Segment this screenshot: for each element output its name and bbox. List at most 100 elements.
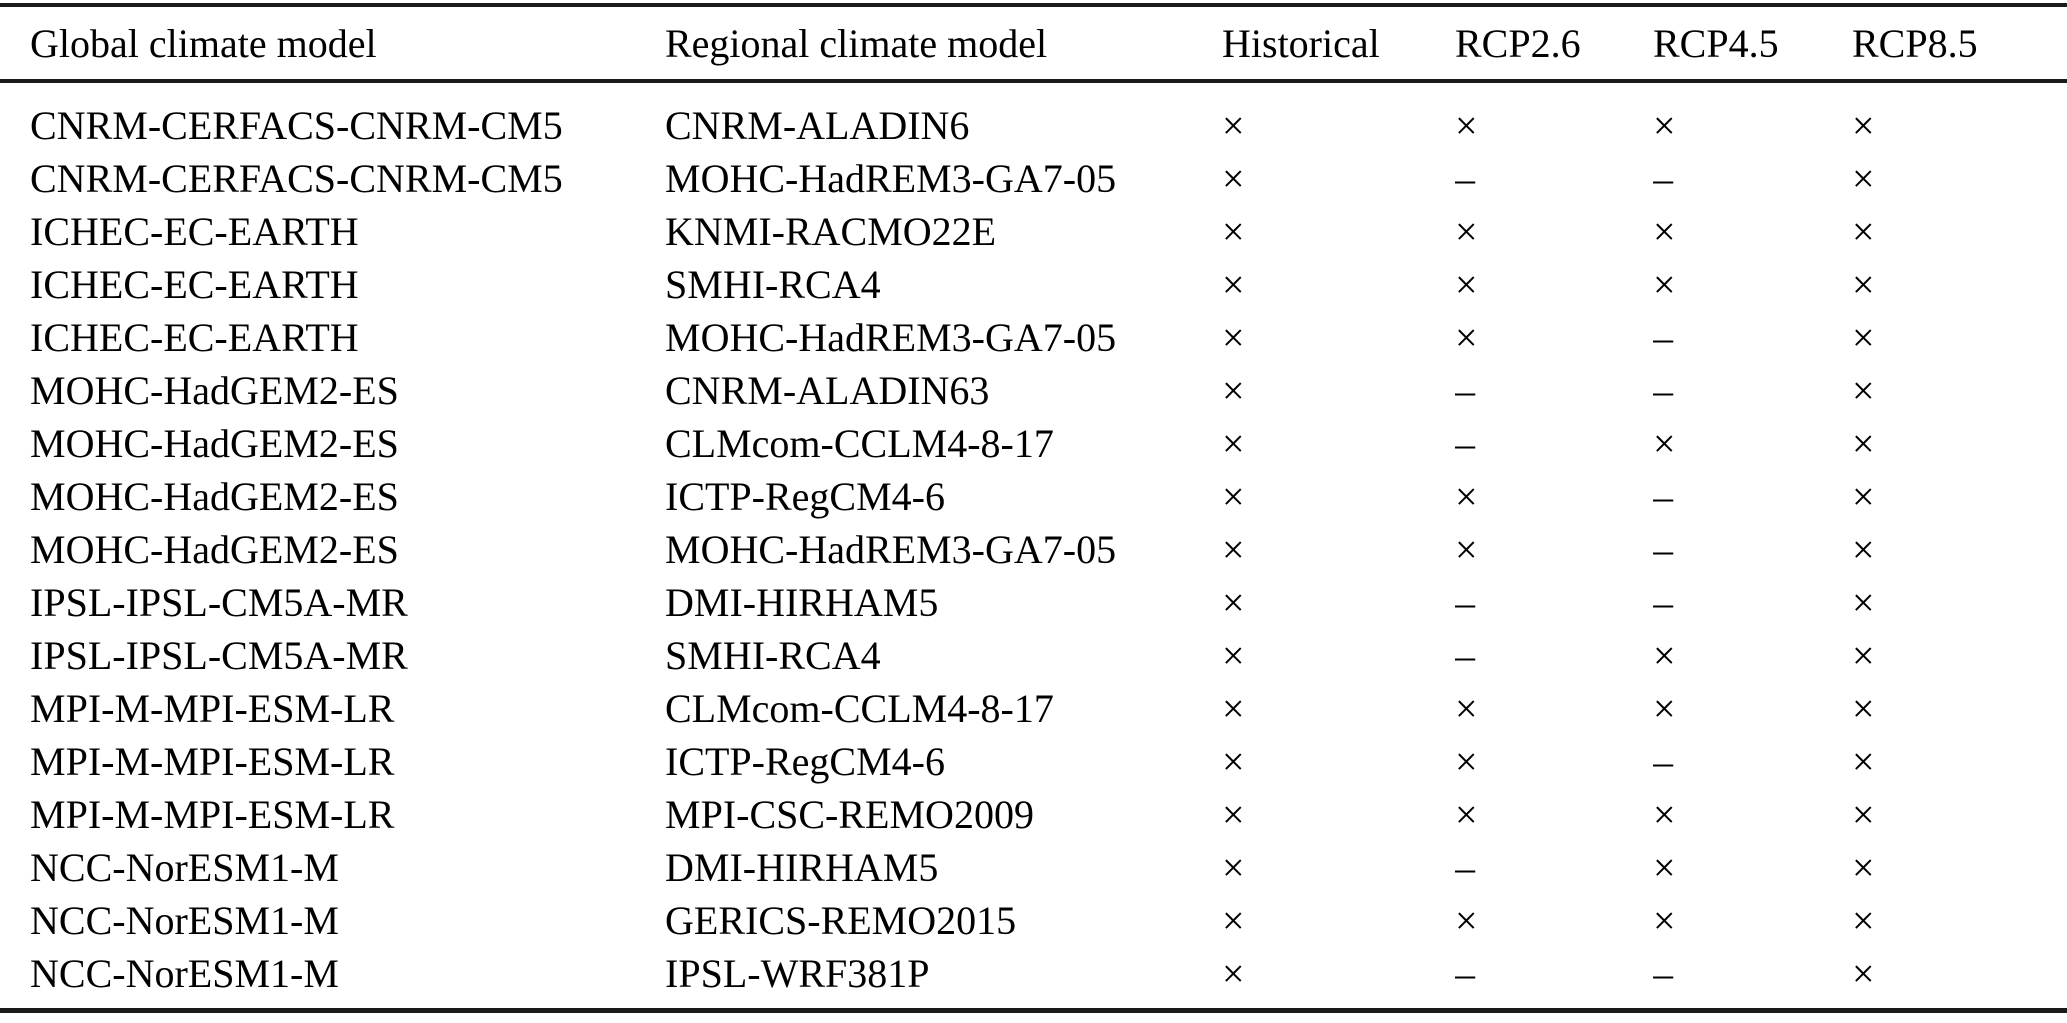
rcp45-mark-cell: –: [1653, 315, 1673, 360]
gcm-cell: IPSL-IPSL-CM5A-MR: [30, 633, 408, 678]
historical-mark-cell: ×: [1222, 156, 1245, 201]
rcm-cell: CLMcom-CCLM4-8-17: [665, 686, 1054, 731]
rcp26-mark-cell: –: [1455, 421, 1475, 466]
rcm-cell: KNMI-RACMO22E: [665, 209, 997, 254]
rcm-cell: MOHC-HadREM3-GA7-05: [665, 527, 1117, 572]
gcm-cell: MOHC-HadGEM2-ES: [30, 474, 399, 519]
historical-mark-cell: ×: [1222, 580, 1245, 625]
rcp85-mark-cell: ×: [1852, 951, 1875, 996]
rcm-cell: MOHC-HadREM3-GA7-05: [665, 315, 1117, 360]
rcp26-mark-cell: –: [1455, 633, 1475, 678]
rcm-cell: ICTP-RegCM4-6: [665, 474, 945, 519]
table-top-rule: [0, 3, 2067, 7]
rcp85-mark-cell: ×: [1852, 792, 1875, 837]
historical-mark-cell: ×: [1222, 633, 1245, 678]
rcp85-mark-cell: ×: [1852, 421, 1875, 466]
table-bottom-rule: [0, 1008, 2067, 1013]
rcp45-mark-cell: ×: [1653, 898, 1676, 943]
rcp26-mark-cell: ×: [1455, 262, 1478, 307]
historical-mark-cell: ×: [1222, 739, 1245, 784]
rcp85-mark-cell: ×: [1852, 580, 1875, 625]
rcm-cell: GERICS-REMO2015: [665, 898, 1017, 943]
rcp85-mark-cell: ×: [1852, 845, 1875, 890]
gcm-cell: IPSL-IPSL-CM5A-MR: [30, 580, 408, 625]
rcp85-mark-cell: ×: [1852, 474, 1875, 519]
rcp85-mark-cell: ×: [1852, 209, 1875, 254]
table-row: MPI-M-MPI-ESM-LR CLMcom-CCLM4-8-17 × × ×…: [0, 682, 2067, 735]
table-row: MOHC-HadGEM2-ES CLMcom-CCLM4-8-17 × – × …: [0, 417, 2067, 470]
historical-mark-cell: ×: [1222, 421, 1245, 466]
rcp45-mark-cell: –: [1653, 580, 1673, 625]
column-header-rcp85: RCP8.5: [1852, 20, 1978, 66]
rcm-cell: MPI-CSC-REMO2009: [665, 792, 1034, 837]
table-row: MOHC-HadGEM2-ES CNRM-ALADIN63 × – – ×: [0, 364, 2067, 417]
column-header-historical: Historical: [1222, 20, 1380, 66]
table-row: IPSL-IPSL-CM5A-MR DMI-HIRHAM5 × – – ×: [0, 576, 2067, 629]
rcp45-mark-cell: ×: [1653, 792, 1676, 837]
gcm-cell: CNRM-CERFACS-CNRM-CM5: [30, 156, 563, 201]
historical-mark-cell: ×: [1222, 103, 1245, 148]
column-header-regional-climate-model: Regional climate model: [665, 20, 1048, 66]
rcm-cell: SMHI-RCA4: [665, 262, 881, 307]
rcp85-mark-cell: ×: [1852, 156, 1875, 201]
table-row: MPI-M-MPI-ESM-LR MPI-CSC-REMO2009 × × × …: [0, 788, 2067, 841]
rcp45-mark-cell: –: [1653, 951, 1673, 996]
gcm-cell: ICHEC-EC-EARTH: [30, 262, 359, 307]
rcm-cell: DMI-HIRHAM5: [665, 845, 939, 890]
historical-mark-cell: ×: [1222, 951, 1245, 996]
rcp45-mark-cell: –: [1653, 156, 1673, 201]
rcp26-mark-cell: –: [1455, 580, 1475, 625]
table-row: MPI-M-MPI-ESM-LR ICTP-RegCM4-6 × × – ×: [0, 735, 2067, 788]
gcm-cell: CNRM-CERFACS-CNRM-CM5: [30, 103, 563, 148]
historical-mark-cell: ×: [1222, 527, 1245, 572]
historical-mark-cell: ×: [1222, 315, 1245, 360]
rcp45-mark-cell: –: [1653, 527, 1673, 572]
rcp26-mark-cell: ×: [1455, 103, 1478, 148]
column-header-global-climate-model: Global climate model: [30, 20, 377, 66]
historical-mark-cell: ×: [1222, 845, 1245, 890]
gcm-cell: ICHEC-EC-EARTH: [30, 209, 359, 254]
column-header-rcp45: RCP4.5: [1653, 20, 1779, 66]
gcm-cell: ICHEC-EC-EARTH: [30, 315, 359, 360]
table-row: MOHC-HadGEM2-ES MOHC-HadREM3-GA7-05 × × …: [0, 523, 2067, 576]
historical-mark-cell: ×: [1222, 209, 1245, 254]
rcp85-mark-cell: ×: [1852, 103, 1875, 148]
rcp45-mark-cell: –: [1653, 368, 1673, 413]
rcp26-mark-cell: ×: [1455, 315, 1478, 360]
rcp85-mark-cell: ×: [1852, 633, 1875, 678]
rcp45-mark-cell: ×: [1653, 686, 1676, 731]
column-header-rcp26: RCP2.6: [1455, 20, 1581, 66]
rcp45-mark-cell: –: [1653, 739, 1673, 784]
table-row: ICHEC-EC-EARTH SMHI-RCA4 × × × ×: [0, 258, 2067, 311]
table-row: CNRM-CERFACS-CNRM-CM5 CNRM-ALADIN6 × × ×…: [0, 99, 2067, 152]
rcm-cell: CNRM-ALADIN6: [665, 103, 970, 148]
gcm-cell: NCC-NorESM1-M: [30, 898, 339, 943]
rcp85-mark-cell: ×: [1852, 686, 1875, 731]
gcm-cell: MOHC-HadGEM2-ES: [30, 527, 399, 572]
table-body: CNRM-CERFACS-CNRM-CM5 CNRM-ALADIN6 × × ×…: [0, 83, 2067, 1000]
table-row: NCC-NorESM1-M GERICS-REMO2015 × × × ×: [0, 894, 2067, 947]
historical-mark-cell: ×: [1222, 474, 1245, 519]
gcm-cell: MPI-M-MPI-ESM-LR: [30, 792, 395, 837]
rcm-cell: SMHI-RCA4: [665, 633, 881, 678]
gcm-cell: MOHC-HadGEM2-ES: [30, 368, 399, 413]
table-row: NCC-NorESM1-M IPSL-WRF381P × – – ×: [0, 947, 2067, 1000]
gcm-cell: NCC-NorESM1-M: [30, 951, 339, 996]
rcp26-mark-cell: –: [1455, 845, 1475, 890]
historical-mark-cell: ×: [1222, 898, 1245, 943]
gcm-cell: MOHC-HadGEM2-ES: [30, 421, 399, 466]
gcm-cell: MPI-M-MPI-ESM-LR: [30, 739, 395, 784]
table-row: NCC-NorESM1-M DMI-HIRHAM5 × – × ×: [0, 841, 2067, 894]
rcp45-mark-cell: –: [1653, 474, 1673, 519]
rcm-cell: CNRM-ALADIN63: [665, 368, 990, 413]
rcp85-mark-cell: ×: [1852, 527, 1875, 572]
table-header-rule: [0, 79, 2067, 83]
rcp26-mark-cell: –: [1455, 156, 1475, 201]
rcp45-mark-cell: ×: [1653, 845, 1676, 890]
historical-mark-cell: ×: [1222, 368, 1245, 413]
rcm-cell: CLMcom-CCLM4-8-17: [665, 421, 1054, 466]
rcp26-mark-cell: ×: [1455, 686, 1478, 731]
historical-mark-cell: ×: [1222, 792, 1245, 837]
rcp85-mark-cell: ×: [1852, 739, 1875, 784]
